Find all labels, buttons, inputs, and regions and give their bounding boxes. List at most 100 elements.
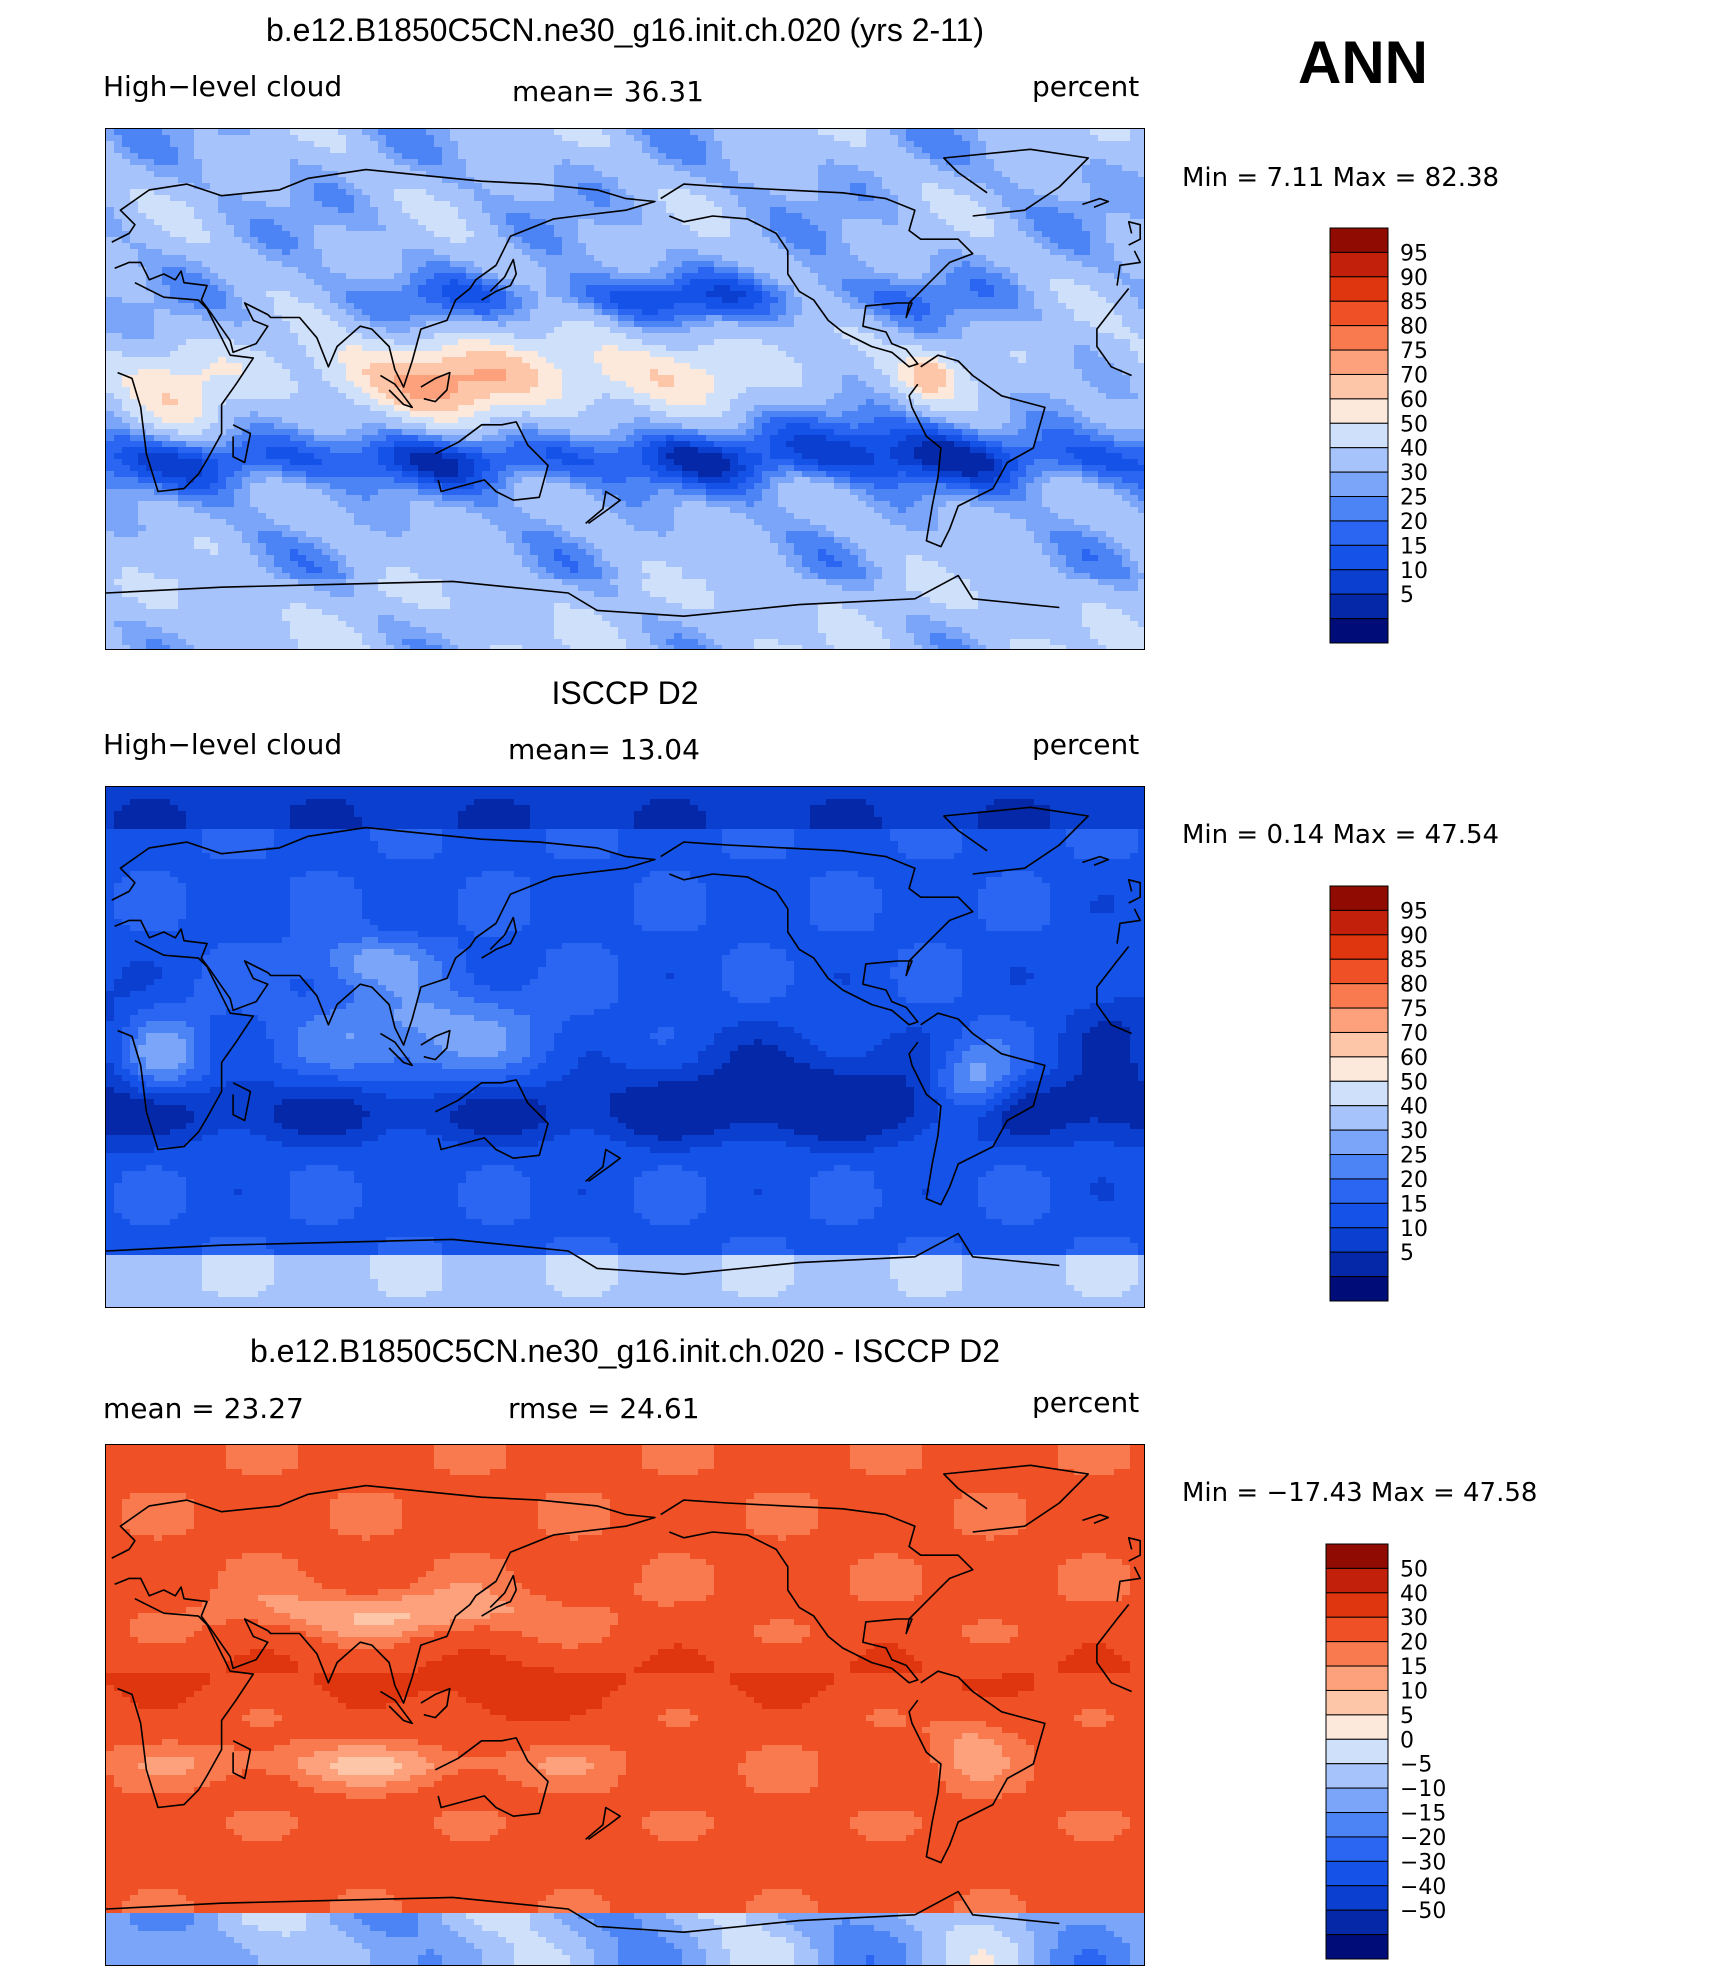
map-cell <box>786 183 795 190</box>
map-cell <box>266 135 275 142</box>
map-cell <box>370 171 379 178</box>
map-cell <box>1058 243 1067 250</box>
map-cell <box>922 291 931 298</box>
map-cell <box>170 339 179 346</box>
map-cell <box>250 225 259 232</box>
map-cell <box>650 297 659 304</box>
map-cell <box>882 321 891 328</box>
map-cell <box>682 345 691 352</box>
map-cell <box>906 327 915 334</box>
map-cell <box>242 141 251 148</box>
map-cell <box>546 153 555 160</box>
map-cell <box>490 153 499 160</box>
map-cell <box>882 267 891 274</box>
map-cell <box>890 225 899 232</box>
map-cell <box>858 219 867 226</box>
map-cell <box>1122 165 1131 172</box>
map-cell <box>634 333 643 340</box>
map-cell <box>506 321 515 328</box>
map-cell <box>546 255 555 262</box>
map-cell <box>418 141 427 148</box>
map-cell <box>650 291 659 298</box>
map-cell <box>1090 219 1099 226</box>
map-cell <box>570 333 579 340</box>
map-cell <box>162 255 171 262</box>
map-cell <box>1018 219 1027 226</box>
map-cell <box>442 213 451 220</box>
map-cell <box>1018 327 1027 334</box>
map-cell <box>1122 225 1131 232</box>
map-cell <box>274 171 283 178</box>
map-cell <box>1034 291 1043 298</box>
map-cell <box>890 243 899 250</box>
map-cell <box>106 279 115 286</box>
map-cell <box>578 219 587 226</box>
map-cell <box>946 249 955 256</box>
map-cell <box>298 243 307 250</box>
map-cell <box>978 255 987 262</box>
map-cell <box>282 243 291 250</box>
map-cell <box>506 255 515 262</box>
map-cell <box>434 327 443 334</box>
map-cell <box>106 195 115 202</box>
map-cell <box>530 261 539 268</box>
map-cell <box>970 351 979 358</box>
panel-1-title: b.e12.B1850C5CN.ne30_g16.init.ch.020 (yr… <box>105 12 1145 49</box>
map-cell <box>194 255 203 262</box>
map-cell <box>186 345 195 352</box>
map-cell <box>746 189 755 196</box>
map-cell <box>794 327 803 334</box>
map-cell <box>130 351 139 358</box>
map-cell <box>370 165 379 172</box>
map-cell <box>226 201 235 208</box>
map-cell <box>682 231 691 238</box>
map-cell <box>610 183 619 190</box>
map-cell <box>874 135 883 142</box>
map-cell <box>650 273 659 280</box>
map-cell <box>418 243 427 250</box>
map-cell <box>514 225 523 232</box>
map-cell <box>954 315 963 322</box>
map-cell <box>482 273 491 280</box>
map-cell <box>1098 183 1107 190</box>
map-cell <box>778 195 787 202</box>
map-cell <box>546 297 555 304</box>
map-cell <box>954 213 963 220</box>
map-cell <box>650 225 659 232</box>
map-cell <box>602 279 611 286</box>
map-cell <box>690 225 699 232</box>
map-cell <box>458 339 467 346</box>
map-cell <box>234 135 243 142</box>
map-cell <box>530 219 539 226</box>
map-cell <box>954 279 963 286</box>
map-cell <box>778 129 787 136</box>
map-cell <box>1058 147 1067 154</box>
map-cell <box>466 135 475 142</box>
map-cell <box>562 219 571 226</box>
map-cell <box>306 141 315 148</box>
map-cell <box>698 165 707 172</box>
map-cell <box>386 291 395 298</box>
map-cell <box>154 153 163 160</box>
map-cell <box>346 249 355 256</box>
map-cell <box>442 135 451 142</box>
map-cell <box>594 303 603 310</box>
map-cell <box>402 189 411 196</box>
map-cell <box>722 309 731 316</box>
map-cell <box>146 279 155 286</box>
map-cell <box>330 183 339 190</box>
map-cell <box>674 189 683 196</box>
map-cell <box>362 129 371 136</box>
map-cell <box>1106 153 1115 160</box>
map-cell <box>618 189 627 196</box>
map-cell <box>954 147 963 154</box>
map-cell <box>1058 345 1067 352</box>
map-cell <box>434 147 443 154</box>
map-cell <box>770 327 779 334</box>
map-cell <box>106 141 115 148</box>
map-cell <box>338 321 347 328</box>
map-cell <box>706 351 715 358</box>
map-cell <box>626 333 635 340</box>
map-cell <box>562 285 571 292</box>
map-cell <box>962 309 971 316</box>
